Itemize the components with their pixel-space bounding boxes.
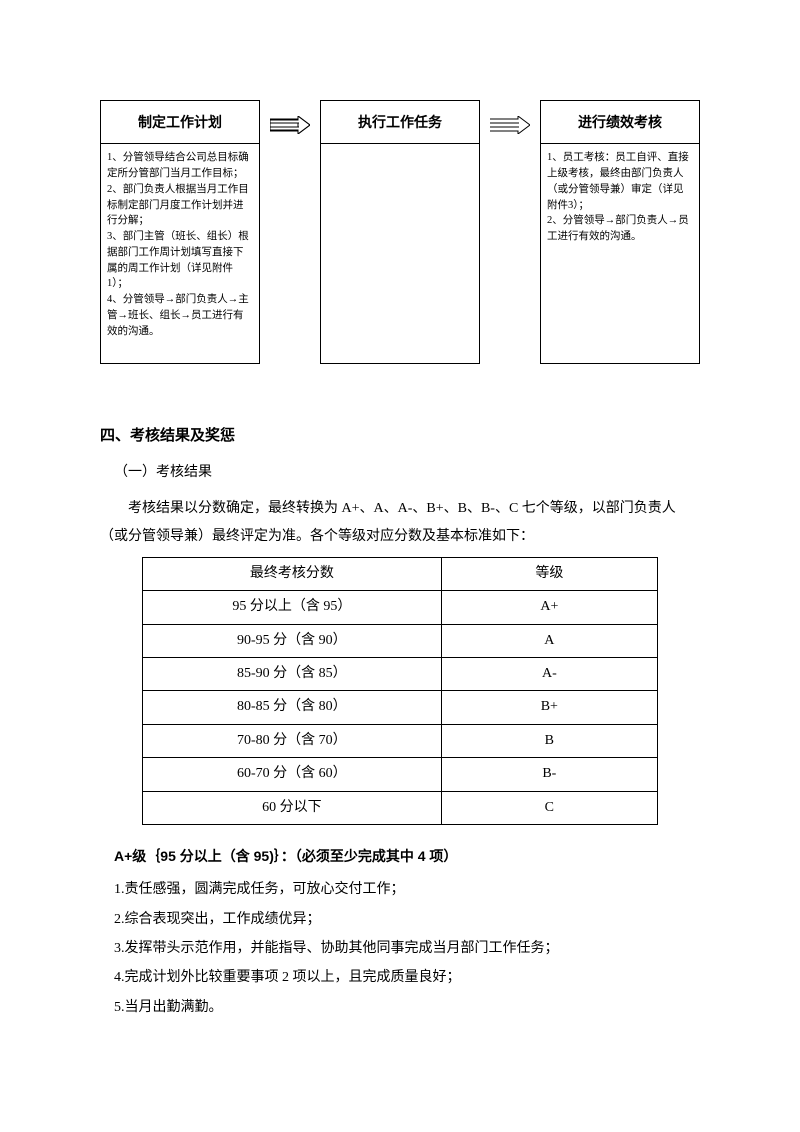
level-item: 2.综合表现突出，工作成绩优异； bbox=[100, 905, 700, 934]
table-cell: 85-90 分（含 85） bbox=[143, 657, 442, 690]
flow-step-1: 制定工作计划 1、分管领导结合公司总目标确定所分管部门当月工作目标； 2、部门负… bbox=[100, 100, 260, 364]
table-cell: 60-70 分（含 60） bbox=[143, 758, 442, 791]
flow-step-2-title: 执行工作任务 bbox=[320, 100, 480, 144]
flow-diagram: 制定工作计划 1、分管领导结合公司总目标确定所分管部门当月工作目标； 2、部门负… bbox=[100, 100, 700, 364]
table-row: 70-80 分（含 70）B bbox=[143, 724, 658, 757]
table-row: 90-95 分（含 90）A bbox=[143, 624, 658, 657]
section-4-title: 四、考核结果及奖惩 bbox=[100, 424, 700, 448]
table-cell: B- bbox=[441, 758, 657, 791]
flow-step-3: 进行绩效考核 1、员工考核：员工自评、直接上级考核，最终由部门负责人（或分管领导… bbox=[540, 100, 700, 364]
flow-step-2-detail bbox=[320, 144, 480, 364]
table-cell: B+ bbox=[441, 691, 657, 724]
arrow-right-icon bbox=[490, 116, 530, 134]
section-4-para: 考核结果以分数确定，最终转换为 A+、A、A-、B+、B、B-、C 七个等级，以… bbox=[100, 495, 700, 551]
level-item: 4.完成计划外比较重要事项 2 项以上，且完成质量良好； bbox=[100, 963, 700, 992]
table-cell: 95 分以上（含 95） bbox=[143, 591, 442, 624]
arrow-right-icon bbox=[270, 116, 310, 134]
table-row: 85-90 分（含 85）A- bbox=[143, 657, 658, 690]
table-row: 60 分以下C bbox=[143, 791, 658, 824]
level-item: 5.当月出勤满勤。 bbox=[100, 993, 700, 1022]
table-cell: A- bbox=[441, 657, 657, 690]
level-a-plus-title: A+级｛95 分以上（含 95)｝：（必须至少完成其中 4 项） bbox=[100, 845, 700, 867]
level-item: 1.责任感强，圆满完成任务，可放心交付工作； bbox=[100, 875, 700, 904]
grade-table: 最终考核分数 等级 95 分以上（含 95）A+ 90-95 分（含 90）A … bbox=[142, 557, 658, 825]
table-cell: 80-85 分（含 80） bbox=[143, 691, 442, 724]
flow-step-3-detail: 1、员工考核：员工自评、直接上级考核，最终由部门负责人（或分管领导兼）审定（详见… bbox=[540, 144, 700, 364]
table-cell: 70-80 分（含 70） bbox=[143, 724, 442, 757]
flow-arrow-1 bbox=[270, 100, 310, 140]
flow-arrow-2 bbox=[490, 100, 530, 140]
table-cell: B bbox=[441, 724, 657, 757]
table-header-row: 最终考核分数 等级 bbox=[143, 557, 658, 590]
flow-step-3-title: 进行绩效考核 bbox=[540, 100, 700, 144]
flow-step-1-title: 制定工作计划 bbox=[100, 100, 260, 144]
table-row: 95 分以上（含 95）A+ bbox=[143, 591, 658, 624]
table-header-grade: 等级 bbox=[441, 557, 657, 590]
table-cell: 90-95 分（含 90） bbox=[143, 624, 442, 657]
flow-step-2: 执行工作任务 bbox=[320, 100, 480, 364]
table-header-score: 最终考核分数 bbox=[143, 557, 442, 590]
level-item: 3.发挥带头示范作用，并能指导、协助其他同事完成当月部门工作任务； bbox=[100, 934, 700, 963]
section-4-sub1: （一）考核结果 bbox=[100, 462, 700, 484]
flow-step-1-detail: 1、分管领导结合公司总目标确定所分管部门当月工作目标； 2、部门负责人根据当月工… bbox=[100, 144, 260, 364]
table-row: 60-70 分（含 60）B- bbox=[143, 758, 658, 791]
table-cell: 60 分以下 bbox=[143, 791, 442, 824]
table-cell: A+ bbox=[441, 591, 657, 624]
table-cell: A bbox=[441, 624, 657, 657]
table-cell: C bbox=[441, 791, 657, 824]
table-row: 80-85 分（含 80）B+ bbox=[143, 691, 658, 724]
